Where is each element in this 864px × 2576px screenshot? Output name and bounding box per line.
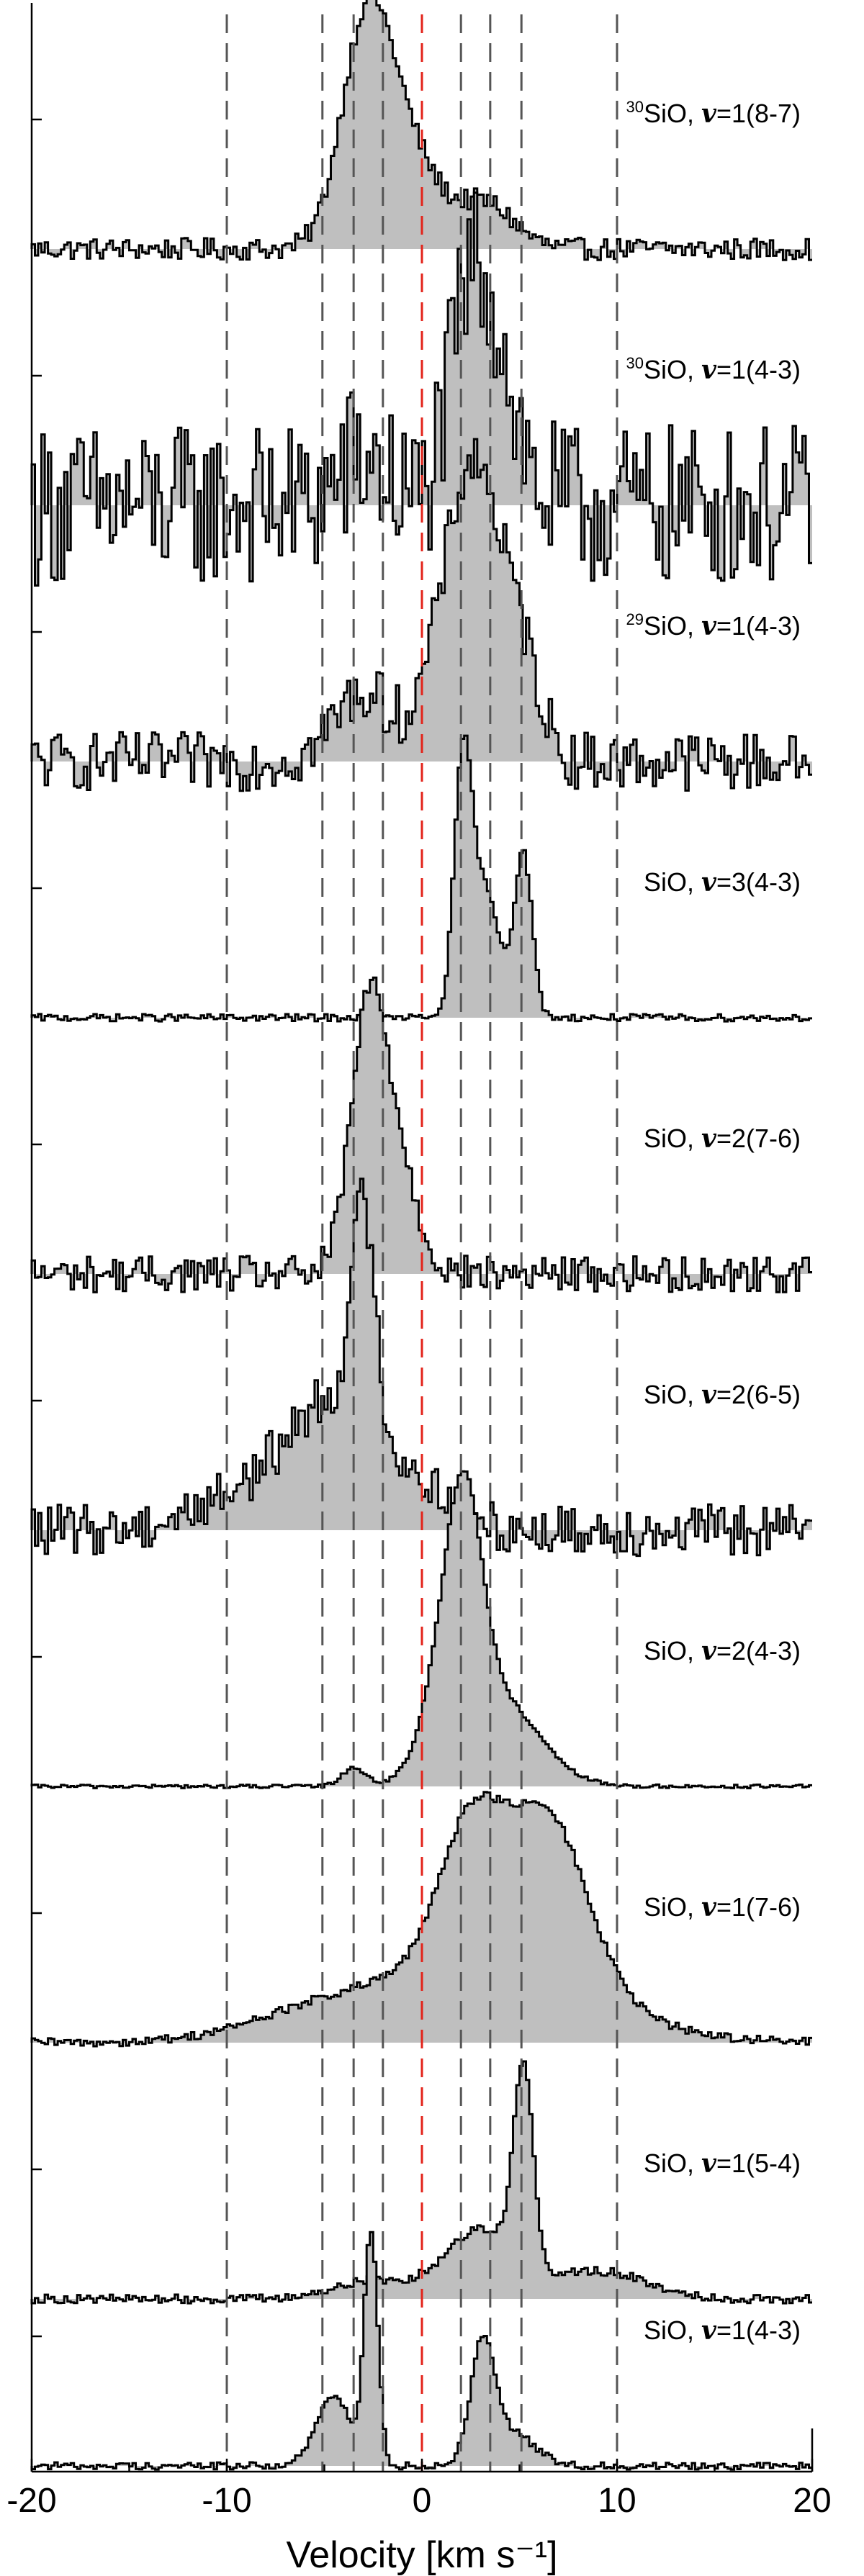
x-axis-label: Velocity [km s⁻¹] bbox=[286, 2534, 557, 2576]
transition-label: =1(4-3) bbox=[716, 611, 801, 641]
spectrum-trace bbox=[30, 1470, 812, 1789]
spectrum-trace bbox=[30, 1178, 812, 1558]
vibrational-symbol: v bbox=[701, 2315, 717, 2346]
transition-label: =1(7-6) bbox=[716, 1892, 801, 1922]
panel-label: SiO, v=1(7-6) bbox=[644, 1892, 801, 1922]
transition-label: =2(4-3) bbox=[716, 1636, 801, 1666]
isotope-superscript: 30 bbox=[626, 98, 644, 116]
molecule-name: SiO, bbox=[644, 2148, 701, 2178]
molecule-name: SiO, bbox=[644, 611, 701, 641]
transition-label: =1(4-3) bbox=[716, 2315, 801, 2345]
transition-label: =1(8-7) bbox=[716, 99, 801, 128]
x-tick-label: -10 bbox=[202, 2482, 251, 2520]
plot-axes bbox=[30, 3, 814, 2473]
transition-label: =1(4-3) bbox=[716, 355, 801, 384]
panel-label: SiO, v=2(6-5) bbox=[644, 1380, 801, 1410]
spectrum-trace bbox=[30, 438, 812, 792]
velocity-reference-lines bbox=[225, 14, 618, 2472]
vibrational-symbol: v bbox=[701, 1636, 717, 1666]
panel-label: SiO, v=1(4-3) bbox=[644, 2315, 801, 2346]
molecule-name: SiO, bbox=[644, 1124, 701, 1153]
molecule-name: SiO, bbox=[644, 1636, 701, 1666]
molecule-name: SiO, bbox=[644, 99, 701, 128]
x-tick-label: 10 bbox=[598, 2482, 636, 2520]
panel-label: SiO, v=2(7-6) bbox=[644, 1124, 801, 1154]
molecule-name: SiO, bbox=[644, 1892, 701, 1922]
transition-label: =2(7-6) bbox=[716, 1124, 801, 1153]
x-tick-label: 20 bbox=[793, 2482, 831, 2520]
x-tick-label: 0 bbox=[413, 2482, 432, 2520]
panel-label: 30SiO, v=1(4-3) bbox=[626, 354, 801, 385]
transition-label: =2(6-5) bbox=[716, 1380, 801, 1409]
vibrational-symbol: v bbox=[701, 1124, 717, 1154]
panel-label: 30SiO, v=1(8-7) bbox=[626, 98, 801, 129]
panel-label: SiO, v=3(4-3) bbox=[644, 867, 801, 898]
panel-label: SiO, v=1(5-4) bbox=[644, 2148, 801, 2179]
spectrum-fill bbox=[32, 0, 812, 261]
transition-label: =1(5-4) bbox=[716, 2148, 801, 2178]
vibrational-symbol: v bbox=[701, 2148, 717, 2179]
vibrational-symbol: v bbox=[701, 355, 717, 385]
spectrum-trace bbox=[30, 1791, 812, 2048]
vibrational-symbol: v bbox=[701, 99, 717, 129]
isotope-superscript: 30 bbox=[626, 354, 644, 372]
molecule-name: SiO, bbox=[644, 355, 701, 384]
spectrum-panel: SiO, v=2(6-5) bbox=[30, 1178, 812, 1558]
panel-label: SiO, v=2(4-3) bbox=[644, 1636, 801, 1666]
spectrum-trace bbox=[30, 734, 812, 1023]
molecule-name: SiO, bbox=[644, 867, 701, 897]
molecule-name: SiO, bbox=[644, 1380, 701, 1409]
panel-label: 29SiO, v=1(4-3) bbox=[626, 610, 801, 641]
transition-label: =3(4-3) bbox=[716, 867, 801, 897]
vibrational-symbol: v bbox=[701, 867, 717, 898]
spectrum-panel: SiO, v=1(5-4) bbox=[30, 2060, 812, 2305]
vibrational-symbol: v bbox=[701, 611, 717, 641]
spectrum-panel: SiO, v=3(4-3) bbox=[30, 734, 812, 1023]
x-tick-label: -20 bbox=[6, 2482, 56, 2520]
vibrational-symbol: v bbox=[701, 1892, 717, 1922]
vibrational-symbol: v bbox=[701, 1380, 717, 1410]
molecule-name: SiO, bbox=[644, 2315, 701, 2345]
isotope-superscript: 29 bbox=[626, 610, 644, 628]
x-tick-labels: -20 -10 0 10 20 bbox=[6, 2482, 831, 2520]
